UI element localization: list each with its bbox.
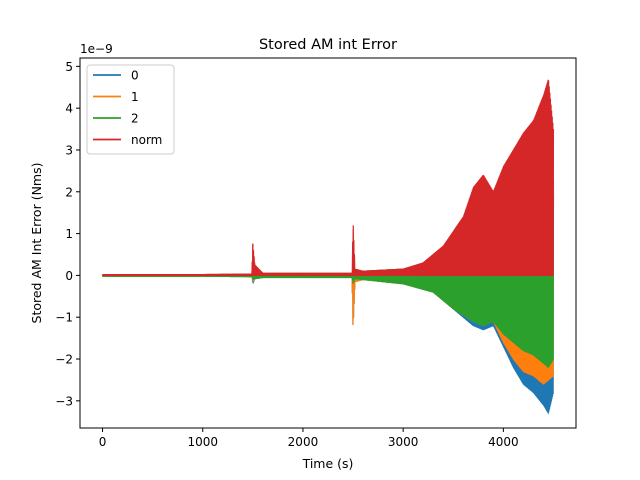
legend-label-1: 1 <box>131 90 139 104</box>
legend-label-norm: norm <box>131 133 162 147</box>
y-axis-label: Stored AM Int Error (Nms) <box>29 163 44 324</box>
y-offset-label: 1e−9 <box>80 42 113 56</box>
legend-label-0: 0 <box>131 69 139 83</box>
y-axis: −3 −2 −1 0 1 2 3 4 5 <box>55 60 80 408</box>
y-tick-label: 1 <box>65 227 73 241</box>
legend-label-2: 2 <box>131 112 139 126</box>
series-line-norm <box>101 79 555 276</box>
legend: 0 1 2 norm <box>86 64 175 155</box>
y-tick-label: −3 <box>55 394 73 408</box>
legend-box <box>86 64 175 155</box>
y-tick-label: 4 <box>65 102 73 116</box>
y-tick-label: 2 <box>65 185 73 199</box>
plot-frame <box>79 57 577 429</box>
x-tick-label: 3000 <box>388 435 419 449</box>
x-tick-label: 0 <box>99 435 107 449</box>
y-tick-label: 3 <box>65 143 73 157</box>
x-tick-label: 4000 <box>488 435 519 449</box>
x-tick-label: 2000 <box>288 435 319 449</box>
x-axis: 0 1000 2000 3000 4000 <box>99 428 519 449</box>
x-axis-label: Time (s) <box>302 456 354 471</box>
series-layer <box>101 79 555 414</box>
y-tick-label: −2 <box>55 353 73 367</box>
y-tick-label: −1 <box>55 311 73 325</box>
chart-title: Stored AM int Error <box>259 37 397 53</box>
x-tick-label: 1000 <box>187 435 218 449</box>
y-tick-label: 5 <box>65 60 73 74</box>
y-tick-label: 0 <box>65 269 73 283</box>
